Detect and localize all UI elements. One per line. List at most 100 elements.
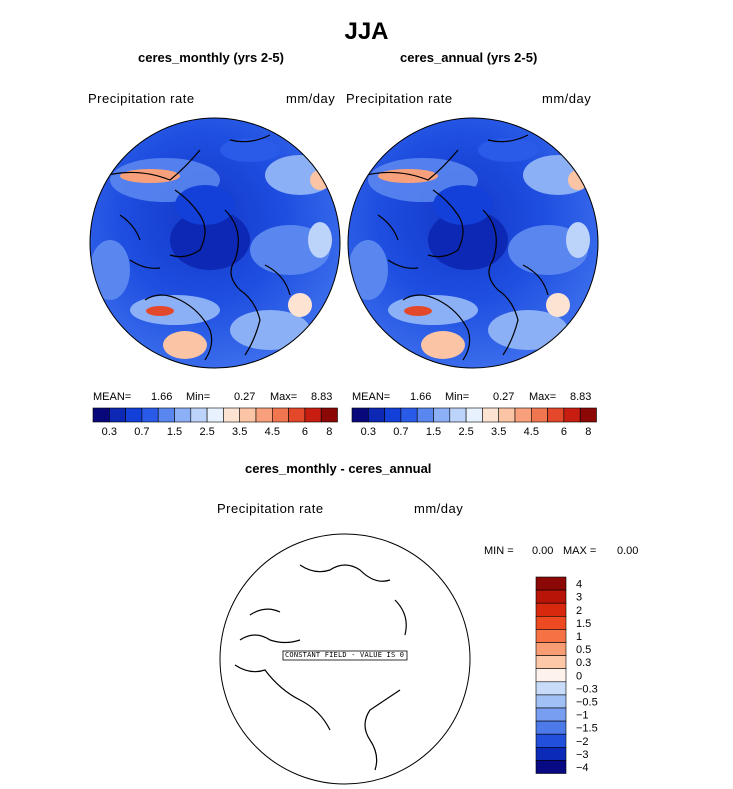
panel-2-min-value: 0.27: [493, 391, 515, 403]
diff-colorbar-tick-label: −1: [576, 710, 589, 722]
colorbar-1-tick-label: 1.5: [167, 426, 182, 438]
diff-colorbar-cell-6: [535, 655, 567, 669]
constant-field-annotation: CONSTANT FIELD - VALUE IS 0: [285, 651, 405, 659]
colorbar-2-cell-7: [465, 407, 483, 423]
diff-colorbar-tick-label: −4: [576, 762, 589, 774]
panel-2-mean-label: MEAN=: [352, 391, 391, 403]
diff-panel-units: mm/day: [414, 501, 464, 516]
diff-colorbar-tick-label: 0.3: [576, 657, 591, 669]
diff-colorbar-cell-14: [535, 760, 567, 774]
colorbar-2-cell-12: [547, 407, 565, 423]
diff-colorbar-tick-label: −0.5: [576, 696, 598, 708]
colorbar-2-cell-2: [384, 407, 402, 423]
diff-colorbar-cell-10: [535, 707, 567, 722]
map-panel-1: [89, 117, 341, 369]
diff-colorbar-cell-0: [535, 576, 567, 591]
constant-field-box: [282, 650, 408, 661]
colorbar-1-tick-label: 4.5: [265, 426, 280, 438]
diff-colorbar-cell-4: [535, 629, 567, 643]
diff-max-label: MAX =: [563, 545, 597, 557]
panel-1-variable: Precipitation rate: [88, 91, 195, 106]
colorbar-1-cell-5: [174, 407, 192, 423]
colorbar-2-cell-9: [498, 407, 516, 423]
colorbar-2-tick-label: 6: [561, 426, 567, 438]
colorbar-1-cell-2: [125, 407, 143, 423]
colorbar-2-cell-13: [563, 407, 581, 423]
diff-colorbar-tick-label: 2: [576, 605, 582, 617]
diff-colorbar-cell-12: [535, 733, 567, 748]
diff-colorbar-tick-label: −1.5: [576, 723, 598, 735]
colorbar-2-tick-label: 1.5: [426, 426, 441, 438]
panel-1-mean-label: MEAN=: [93, 391, 132, 403]
panel-1-min-label: Min=: [186, 391, 211, 403]
panel-1-mean-value: 1.66: [151, 391, 173, 403]
diff-colorbar-cell-13: [535, 746, 567, 761]
colorbar-1-tick-label: 0.3: [102, 426, 117, 438]
diff-colorbar-cell-7: [535, 668, 567, 683]
colorbar-1-cell-1: [109, 407, 126, 423]
panel-2-mean-value: 1.66: [410, 391, 432, 403]
colorbar-1-cell-0: [92, 407, 110, 423]
panel-2-max-value: 8.83: [570, 391, 592, 403]
colorbar-1-cell-8: [223, 407, 240, 423]
colorbar-2-cell-14: [579, 407, 597, 423]
colorbar-1-cell-14: [320, 407, 338, 423]
diff-colorbar-tick-label: −2: [576, 736, 589, 748]
diff-colorbar-cell-8: [535, 681, 567, 696]
diff-colorbar-tick-label: −0.3: [576, 683, 598, 695]
diff-colorbar-cell-3: [535, 615, 567, 630]
colorbar-1-tick-label: 2.5: [199, 426, 214, 438]
diff-colorbar-tick-label: 0: [576, 670, 582, 682]
colorbar-2-cell-10: [514, 407, 532, 423]
panel-2-title: ceres_annual (yrs 2-5): [400, 50, 538, 65]
colorbar-1-tick-label: 0.7: [134, 426, 149, 438]
map-panel-2: [347, 117, 599, 369]
diff-colorbar-cell-5: [535, 642, 567, 656]
colorbar-1-tick-label: 6: [302, 426, 308, 438]
panel-1-title: ceres_monthly (yrs 2-5): [138, 50, 284, 65]
colorbar-panel-1: 0.3 0.7 1.5 2.5 3.5 4.5 6 8: [92, 407, 338, 438]
colorbar-2-cell-5: [433, 407, 451, 423]
colorbar-1-cell-11: [271, 407, 289, 423]
panel-2-min-label: Min=: [445, 391, 470, 403]
colorbar-2-tick-label: 2.5: [458, 426, 473, 438]
colorbar-1-cell-13: [304, 407, 322, 423]
diff-max-value: 0.00: [617, 545, 639, 557]
colorbar-2-cell-3: [400, 407, 418, 423]
panel-1-units: mm/day: [286, 91, 336, 106]
panel-1-max-label: Max=: [270, 391, 298, 403]
panel-2-max-label: Max=: [529, 391, 557, 403]
colorbar-2-cell-1: [367, 407, 385, 423]
diff-colorbar-cell-9: [535, 694, 567, 709]
panel-2-variable: Precipitation rate: [346, 91, 453, 106]
panel-1-min-value: 0.27: [234, 391, 256, 403]
diff-colorbar-tick-label: −3: [576, 749, 589, 761]
diff-panel-variable: Precipitation rate: [217, 501, 324, 516]
colorbar-2-tick-label: 3.5: [491, 426, 506, 438]
diff-colorbar-tick-label: 1: [576, 631, 582, 643]
colorbar-2-tick-label: 8: [585, 426, 591, 438]
map-panel-diff: [219, 533, 471, 785]
diff-colorbar-tick-label: 3: [576, 592, 582, 604]
colorbar-panel-2: 0.3 0.7 1.5 2.5 3.5 4.5 6 8: [351, 407, 597, 438]
diff-colorbar-cell-11: [535, 720, 567, 735]
diff-min-value: 0.00: [532, 545, 554, 557]
diff-panel-title: ceres_monthly - ceres_annual: [245, 461, 432, 476]
colorbar-1-tick-label: 8: [326, 426, 332, 438]
colorbar-2-cell-8: [482, 407, 499, 423]
colorbar-1-tick-label: 3.5: [232, 426, 247, 438]
colorbar-1-cell-6: [190, 407, 208, 423]
diff-min-label: MIN =: [484, 545, 514, 557]
figure-title: JJA: [344, 18, 389, 45]
colorbar-1-cell-3: [141, 407, 159, 423]
colorbar-2-cell-6: [449, 407, 467, 423]
diff-colorbar-cell-2: [535, 602, 567, 617]
panel-2-units: mm/day: [542, 91, 592, 106]
colorbar-2-cell-0: [351, 407, 369, 423]
diff-colorbar-tick-label: 4: [576, 579, 582, 591]
colorbar-1-cell-9: [239, 407, 257, 423]
diff-colorbar-tick-label: 1.5: [576, 618, 591, 630]
colorbar-2-tick-label: 0.7: [393, 426, 408, 438]
